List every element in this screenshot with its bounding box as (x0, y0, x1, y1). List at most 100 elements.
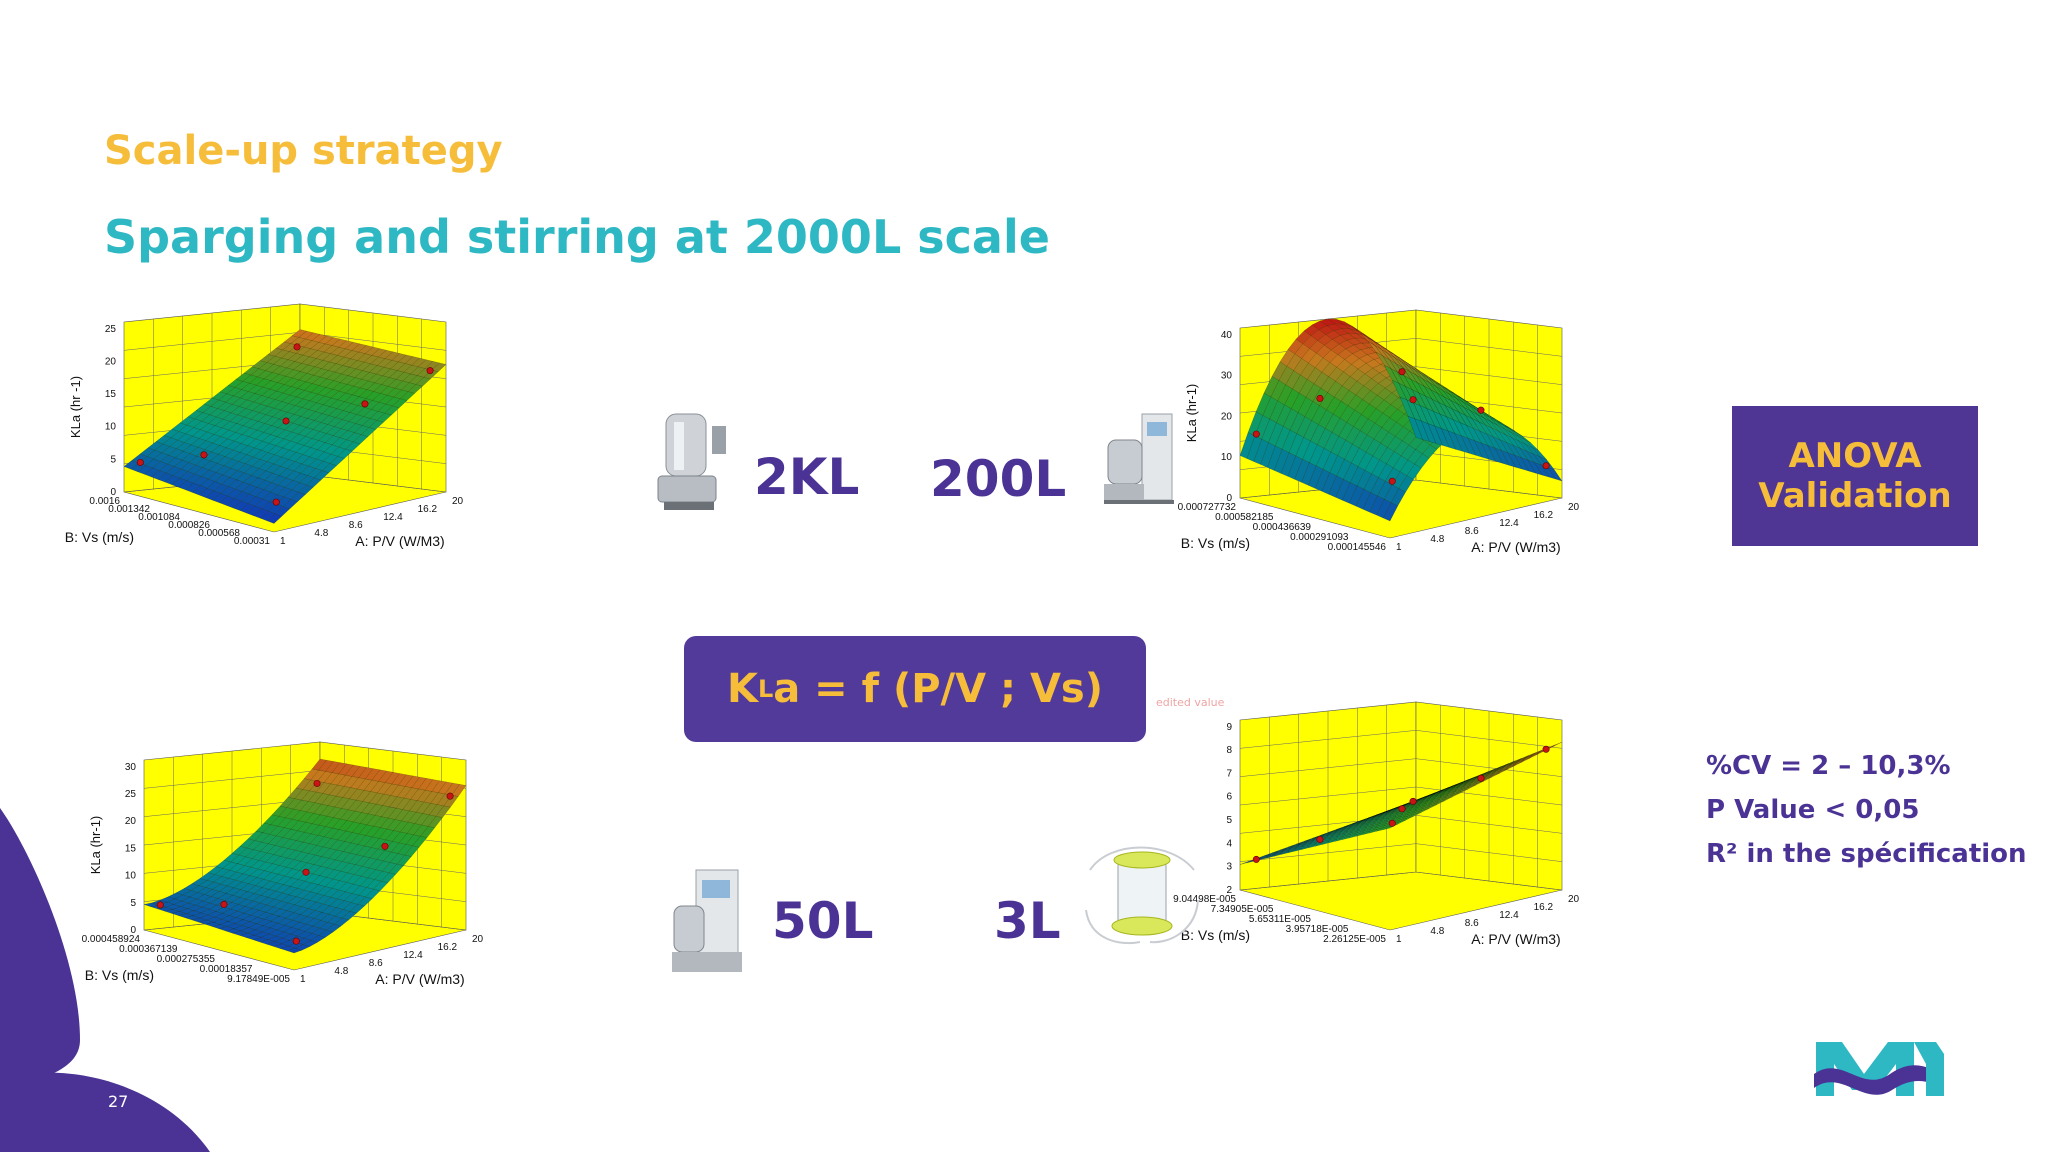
surface-cell (1497, 763, 1512, 771)
surface-cell (1348, 380, 1364, 396)
stat-cv: %CV = 2 – 10,3% (1706, 751, 1951, 781)
surface-cell (187, 410, 204, 420)
surface-cell (347, 799, 363, 812)
z-tick-label: 10 (125, 871, 137, 882)
surface-cell (311, 758, 327, 771)
surface-cell (210, 445, 227, 455)
surface-cell (206, 874, 222, 883)
surface-cell (1447, 430, 1463, 452)
surface-cell (1335, 828, 1351, 834)
design-point (1477, 406, 1485, 414)
formula-subscript: L (757, 675, 774, 703)
surface-cell (1368, 394, 1385, 409)
surface-cell (167, 448, 184, 458)
surface-cell (1362, 829, 1378, 835)
surface-cell (1355, 488, 1371, 510)
surface-cell (319, 805, 336, 817)
merck-logo-icon (1814, 1042, 1944, 1096)
surface-cell (269, 427, 286, 437)
surface-cell (175, 442, 192, 452)
surface-cell (1418, 800, 1434, 808)
surface-cell (345, 441, 361, 452)
z-tick-label: 20 (125, 816, 137, 827)
surface-cell (277, 866, 293, 877)
design-point (1252, 430, 1260, 438)
surface-cell (1365, 813, 1381, 820)
surface-cell (1359, 418, 1376, 436)
surface-cell (1388, 814, 1404, 820)
bioreactor-200l-icon (1100, 410, 1180, 506)
surface-cell (1399, 396, 1415, 419)
surface-cell (1287, 455, 1303, 480)
b-tick-label: 0.000727732 (1178, 502, 1237, 513)
b-tick-label: 0.000291093 (1290, 532, 1349, 543)
bioreactor-50l-icon (668, 866, 750, 976)
design-point (1388, 477, 1396, 485)
surface-plot-2kl: 25 20 15 10 5 0 KLa (hr -1) 0.0016 0.001342 0.001… (65, 303, 594, 678)
surface-cell (298, 916, 315, 925)
a-tick-label: 4.8 (1430, 926, 1444, 937)
surface-cell (262, 872, 279, 882)
surface-cell (404, 775, 420, 788)
surface-cell (1292, 374, 1308, 394)
surface-cell (186, 418, 202, 428)
surface-cell (1327, 827, 1343, 833)
surface-cell (276, 487, 293, 498)
surface-cell (365, 888, 381, 899)
surface-cell (309, 884, 326, 894)
surface-cell (1400, 358, 1415, 371)
surface-cell (1400, 812, 1416, 819)
b-tick-label: 3.95718E-005 (1286, 924, 1349, 935)
surface-cell (1446, 416, 1462, 436)
surface-cell (1391, 803, 1407, 810)
design-point (1316, 394, 1324, 402)
surface-cell (1315, 447, 1332, 470)
surface-cell (1314, 840, 1330, 847)
surface-cell (294, 354, 310, 364)
surface-cell (190, 885, 206, 893)
surface-cell (1275, 849, 1291, 855)
surface-cell (290, 921, 307, 930)
surface-cell (1253, 438, 1269, 465)
surface-cell (154, 443, 171, 453)
surface-cell (256, 911, 273, 920)
surface-cell (272, 900, 289, 910)
surface-cell (334, 851, 351, 862)
surface-cell (1452, 419, 1469, 439)
z-tick-label: 8 (1226, 745, 1232, 756)
surface-cell (297, 923, 314, 932)
design-point (220, 900, 228, 908)
surface-cell (1280, 452, 1296, 477)
surface-cell (1328, 475, 1344, 498)
b-tick-label: 0.000582185 (1215, 512, 1274, 523)
surface-cell (269, 922, 286, 931)
surface-cell (1369, 827, 1385, 834)
design-point (200, 451, 208, 459)
surface-cell (231, 452, 247, 462)
surface-cell (171, 906, 188, 912)
surface-cell (1353, 414, 1369, 431)
surface-cell (1295, 844, 1311, 850)
design-point (1542, 745, 1550, 753)
surface-cell (263, 913, 280, 922)
surface-mesh (123, 329, 447, 524)
surface-cell (248, 916, 265, 924)
surface-plot-3l: 9 8 7 6 5 4 3 2 9.04498E-005 7.34905E-005 5.65311E… (1173, 701, 1710, 1076)
surface-cell (177, 913, 194, 918)
surface-cell (203, 889, 220, 897)
surface-cell (1398, 816, 1414, 823)
surface-cell (1503, 761, 1519, 768)
formula-k: K (726, 666, 758, 712)
b-tick-label: 0.001342 (108, 504, 150, 515)
surface-cell (1278, 365, 1294, 385)
surface-cell (1320, 833, 1336, 839)
surface-cell (293, 906, 309, 915)
surface-cell (231, 930, 248, 936)
a-tick-label: 1 (1396, 934, 1402, 945)
surface-cell (1286, 843, 1302, 849)
surface-cell (1432, 796, 1447, 803)
surface-cell (178, 480, 194, 491)
b-tick-label: 7.34905E-005 (1211, 904, 1274, 915)
surface-cell (1446, 790, 1462, 798)
bioreactor-2kl-icon (652, 406, 734, 514)
